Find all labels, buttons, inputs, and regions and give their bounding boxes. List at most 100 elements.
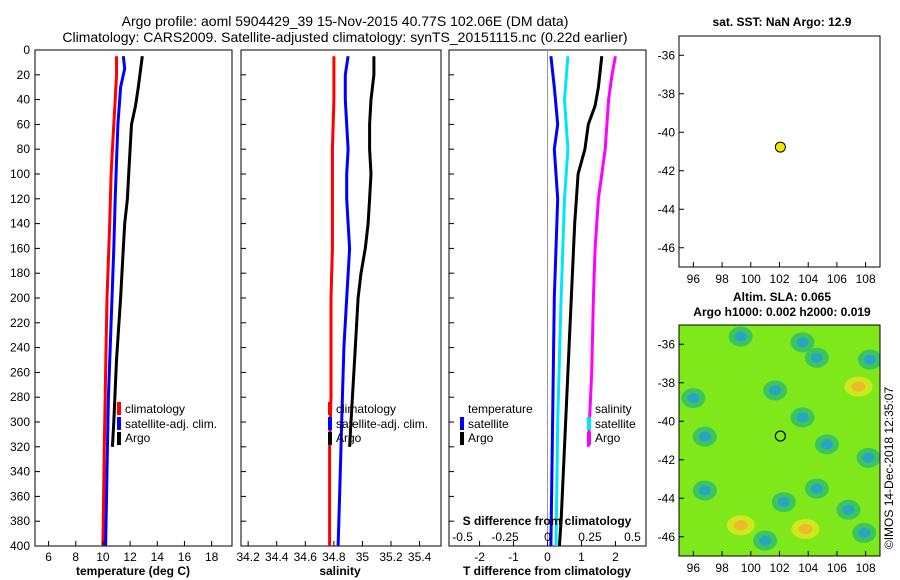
difference-profile-lines xyxy=(547,50,617,546)
map-y-tick-label: -38 xyxy=(658,376,676,390)
sla-low-anomaly-core xyxy=(734,331,747,342)
map-y-tick-label: -46 xyxy=(658,241,676,255)
depth-tick-label: 240 xyxy=(10,341,30,355)
depth-tick-label: 340 xyxy=(10,465,30,479)
sla-map-title-line2: Argo h1000: 0.002 h2000: 0.019 xyxy=(693,305,871,319)
sla-low-anomaly-core xyxy=(820,439,833,450)
legend-label-argo: Argo xyxy=(125,431,151,445)
map-x-tick-label: 106 xyxy=(827,561,847,575)
depth-tick-label: 200 xyxy=(10,291,30,305)
sla-low-anomaly-core xyxy=(759,535,772,546)
sla-map-axes: 96 98 100 102 104 106 108 -36 -38 -40 -42 -44 -46 xyxy=(658,337,876,575)
legend-label-climatology: climatology xyxy=(125,402,185,416)
sla-low-anomaly-core xyxy=(810,352,823,363)
sal-satellite-diff-line xyxy=(554,56,570,546)
depth-tick-label: 60 xyxy=(17,117,31,131)
legend-swatch-satellite-adj xyxy=(117,417,121,430)
legend-label-sal-argo: Argo xyxy=(595,431,621,445)
t-difference-axis-label: T difference from climatology xyxy=(463,564,631,578)
sla-low-anomaly-core xyxy=(769,385,782,396)
x-tick-label: 12 xyxy=(123,550,137,564)
sla-high-anomaly-core xyxy=(851,381,866,392)
sla-map-title-line1: Altim. SLA: 0.065 xyxy=(733,290,831,304)
salinity-axis-label: salinity xyxy=(319,564,361,578)
sst-map-title: sat. SST: NaN Argo: 12.9 xyxy=(713,15,852,29)
depth-tick-label: 160 xyxy=(10,241,30,255)
map-y-tick-label: -38 xyxy=(658,87,676,101)
map-x-tick-label: 104 xyxy=(798,561,818,575)
depth-tick-label: 280 xyxy=(10,390,30,404)
x-tick-label: 1 xyxy=(578,550,585,564)
x-tick-label: 35 xyxy=(356,550,370,564)
map-x-tick-label: 96 xyxy=(687,561,701,575)
x-tick-label: -1 xyxy=(508,550,519,564)
depth-tick-label: 140 xyxy=(10,217,30,231)
depth-axis: 0 20 40 60 80 100 120 140 160 180 200 220 240 260 280 3… xyxy=(10,43,454,553)
legend-swatch-sal-satellite xyxy=(587,417,591,430)
temperature-profile-lines xyxy=(101,56,144,546)
map-x-tick-label: 108 xyxy=(856,272,876,286)
temperature-x-axis: 6 8 10 12 14 16 18 xyxy=(45,541,219,564)
satellite-adj-line xyxy=(104,56,127,546)
x-tick-label: 0 xyxy=(544,550,551,564)
sla-high-anomaly-core xyxy=(733,520,748,531)
sal-argo-diff-line xyxy=(586,55,617,447)
map-x-tick-label: 100 xyxy=(741,272,761,286)
legend-label-satellite-adj: satellite-adj. clim. xyxy=(336,417,428,431)
argo-float-marker xyxy=(774,141,786,153)
legend-title-salinity: salinity xyxy=(595,402,632,416)
depth-tick-label: 360 xyxy=(10,489,30,503)
depth-tick-label: 220 xyxy=(10,316,30,330)
map-y-tick-label: -42 xyxy=(658,164,676,178)
argo-float-marker xyxy=(774,430,786,442)
s-diff-tick-label: 0.25 xyxy=(578,530,602,544)
s-diff-tick-label: -0.25 xyxy=(491,530,519,544)
map-y-tick-label: -46 xyxy=(658,530,676,544)
legend-label-temp-satellite: satellite xyxy=(468,417,509,431)
x-tick-label: 35.4 xyxy=(408,550,432,564)
salinity-legend: climatology satellite-adj. clim. Argo xyxy=(328,402,428,445)
depth-tick-label: 380 xyxy=(10,514,30,528)
sla-heatmap-features xyxy=(681,326,880,551)
x-tick-label: 18 xyxy=(205,550,219,564)
x-tick-label: -2 xyxy=(474,550,485,564)
temperature-legend: climatology satellite-adj. clim. Argo xyxy=(117,402,217,445)
legend-label-sal-satellite: satellite xyxy=(595,417,636,431)
legend-swatch-sal-argo xyxy=(587,432,591,445)
s-diff-tick-label: -0.5 xyxy=(452,530,473,544)
sla-low-anomaly-core xyxy=(796,337,809,348)
sla-low-anomaly-core xyxy=(698,485,711,496)
sla-low-anomaly-core xyxy=(858,527,871,538)
sla-high-anomaly-core xyxy=(798,524,813,535)
map-y-tick-label: -36 xyxy=(658,48,676,62)
map-x-tick-label: 104 xyxy=(798,272,818,286)
map-y-tick-label: -44 xyxy=(658,202,676,216)
legend-swatch-satellite-adj xyxy=(328,417,332,430)
argo-line xyxy=(348,56,376,447)
legend-swatch-climatology xyxy=(328,402,332,415)
temperature-axis-label: temperature (deg C) xyxy=(76,564,190,578)
satellite-adj-line xyxy=(336,55,352,546)
s-difference-axis: -0.5 -0.25 0 0.25 0.5 xyxy=(452,530,641,544)
s-difference-axis-label: S difference from climatology xyxy=(463,514,632,528)
x-tick-label: 2 xyxy=(612,550,619,564)
legend-swatch-argo xyxy=(328,432,332,445)
legend-title-temperature: temperature xyxy=(468,402,533,416)
sla-low-anomaly-core xyxy=(810,483,823,494)
t-difference-x-axis: -2 -1 0 1 2 xyxy=(474,541,619,564)
x-tick-label: 16 xyxy=(178,550,192,564)
x-tick-label: 34.2 xyxy=(236,550,260,564)
depth-tick-label: 100 xyxy=(10,167,30,181)
sla-low-anomaly-core xyxy=(796,412,809,423)
sla-low-anomaly-core xyxy=(698,431,711,442)
sla-low-anomaly-core xyxy=(863,354,876,365)
sla-low-anomaly-core xyxy=(842,504,855,515)
map-x-tick-label: 102 xyxy=(769,272,789,286)
depth-tick-label: 0 xyxy=(23,43,30,57)
depth-tick-label: 300 xyxy=(10,415,30,429)
map-x-tick-label: 108 xyxy=(856,561,876,575)
legend-swatch-argo xyxy=(117,432,121,445)
map-x-tick-label: 98 xyxy=(715,561,729,575)
depth-tick-label: 260 xyxy=(10,365,30,379)
